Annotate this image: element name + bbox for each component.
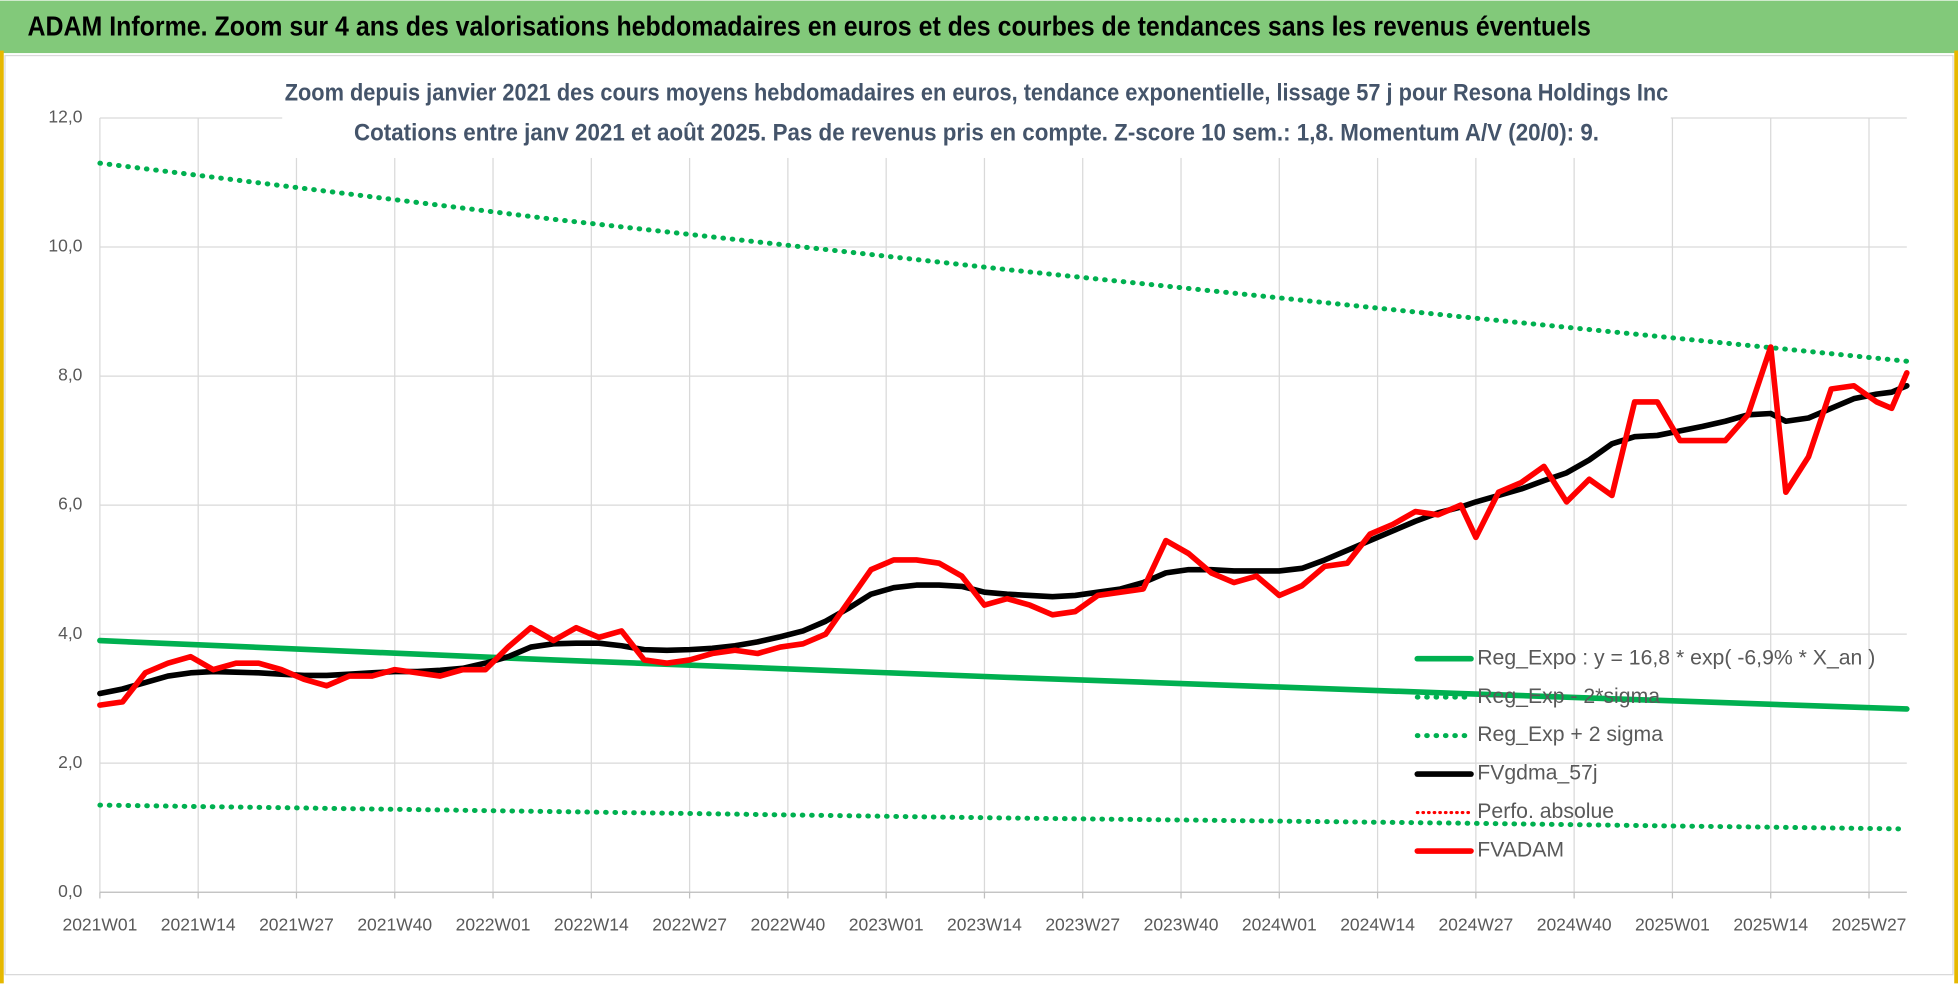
x-tick-label: 2022W14 [554, 915, 629, 935]
x-tick-label: 2021W27 [259, 915, 334, 935]
series-line [97, 802, 1910, 832]
x-tick-label: 2022W01 [456, 915, 531, 935]
y-tick-label: 6,0 [58, 494, 83, 514]
plot: 0,0 2,0 4,0 6,0 8,0 10,0 12,0 2021W01 2021W14 202… [48, 107, 1910, 935]
series-line [97, 160, 1910, 364]
series-line [97, 637, 1910, 712]
x-tick-label: 2023W01 [849, 915, 924, 935]
header-band [0, 0, 1958, 54]
x-tick-label: 2021W01 [63, 915, 138, 935]
legend-label: FVADAM [1477, 839, 1564, 862]
series-line [97, 344, 1910, 708]
x-tick-label: 2021W40 [357, 915, 432, 935]
header-title: ADAM Informe. Zoom sur 4 ans des valoris… [27, 10, 1590, 41]
y-tick-label: 4,0 [58, 623, 83, 643]
x-tick-label: 2025W01 [1635, 915, 1710, 935]
y-tick-label: 12,0 [48, 107, 82, 127]
y-tick-label: 0,0 [58, 881, 83, 901]
x-tick-label: 2023W27 [1045, 915, 1120, 935]
legend-label: FVgdma_57j [1477, 762, 1597, 785]
x-tick-label: 2024W14 [1340, 915, 1415, 935]
x-tick-label: 2025W27 [1832, 915, 1907, 935]
legend-label: Reg_Expo : y = 16,8 * exp( -6,9% * X_an … [1477, 646, 1875, 669]
legend-label: Reg_Exp + 2 sigma [1477, 723, 1663, 746]
x-tick-label: 2024W40 [1537, 915, 1612, 935]
right-accent [1954, 50, 1958, 984]
chart-frame [4, 54, 1954, 976]
x-tick-label: 2022W40 [750, 915, 825, 935]
x-tick-label: 2023W14 [947, 915, 1022, 935]
legend-label: Reg_Exp - 2*sigma [1477, 685, 1660, 708]
left-accent [0, 50, 4, 984]
legend-label: Perfo. absolue [1477, 800, 1614, 823]
x-tick-label: 2022W27 [652, 915, 727, 935]
x-tick-label: 2023W40 [1144, 915, 1219, 935]
x-tick-label: 2024W01 [1242, 915, 1317, 935]
chart-subtitle: Cotations entre janv 2021 et août 2025. … [354, 121, 1599, 147]
y-tick-label: 2,0 [58, 752, 83, 772]
x-tick-label: 2025W14 [1733, 915, 1808, 935]
y-tick-label: 8,0 [58, 365, 83, 385]
x-tick-label: 2024W27 [1438, 915, 1513, 935]
chart-title: Zoom depuis janvier 2021 des cours moyen… [285, 81, 1669, 107]
x-tick-label: 2021W14 [161, 915, 236, 935]
title-backdrop [282, 75, 1671, 158]
y-tick-label: 10,0 [48, 236, 82, 256]
